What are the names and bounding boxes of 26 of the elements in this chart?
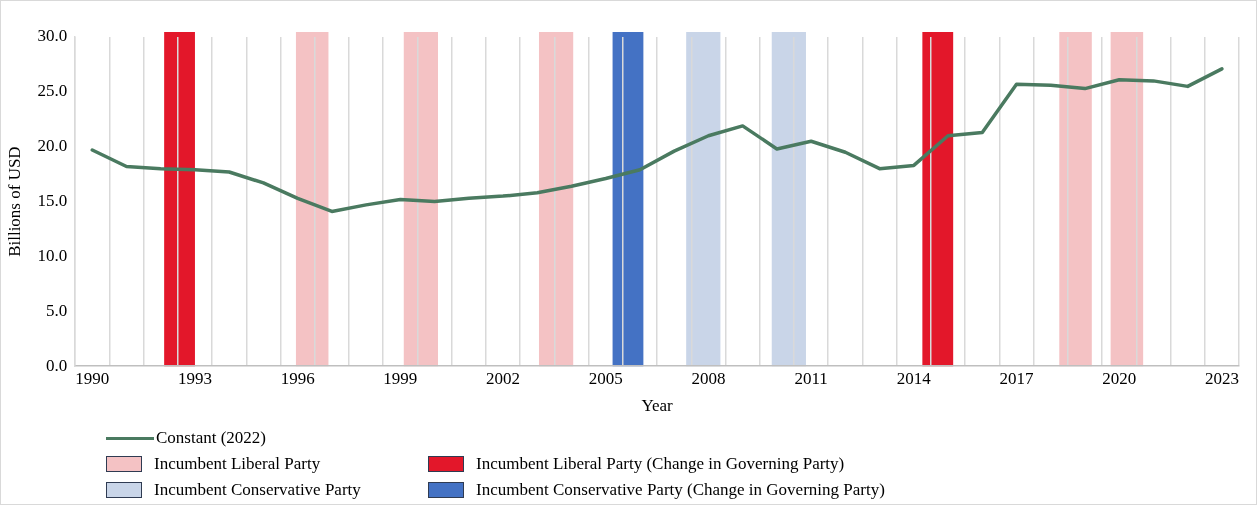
x-tick-label: 1993 <box>177 368 212 388</box>
x-tick-label: 2023 <box>1204 368 1239 388</box>
x-tick-label: 2005 <box>588 368 623 388</box>
x-tick-label: 2008 <box>691 368 726 388</box>
y-tick-label: 5.0 <box>45 300 68 320</box>
legend-label: Constant (2022) <box>156 428 267 448</box>
legend-label: Incumbent Liberal Party (Change in Governing Party) <box>476 454 845 474</box>
y-tick-label: 25.0 <box>37 81 68 101</box>
legend-label: Incumbent Conservative Party (Change in Governing Party) <box>476 480 885 500</box>
x-tick-label: 1999 <box>383 368 418 388</box>
x-tick-label: 1996 <box>280 368 315 388</box>
y-axis-title: Billions of USD <box>4 146 24 257</box>
y-tick-label: 15.0 <box>37 191 68 211</box>
x-tick-label: 1990 <box>75 368 110 388</box>
x-axis-title: Year <box>641 396 674 416</box>
y-tick-label: 0.0 <box>45 355 68 375</box>
legend-label: Incumbent Conservative Party <box>154 480 361 500</box>
x-tick-label: 2014 <box>896 368 932 388</box>
y-tick-label: 20.0 <box>37 136 68 156</box>
y-tick-label: 10.0 <box>37 245 68 265</box>
x-tick-label: 2002 <box>486 368 521 388</box>
legend-label: Incumbent Liberal Party <box>154 454 321 474</box>
x-tick-label: 2011 <box>794 368 828 388</box>
x-tick-label: 2017 <box>999 368 1034 388</box>
x-tick-label: 2020 <box>1102 368 1137 388</box>
y-tick-label: 30.0 <box>37 26 68 46</box>
